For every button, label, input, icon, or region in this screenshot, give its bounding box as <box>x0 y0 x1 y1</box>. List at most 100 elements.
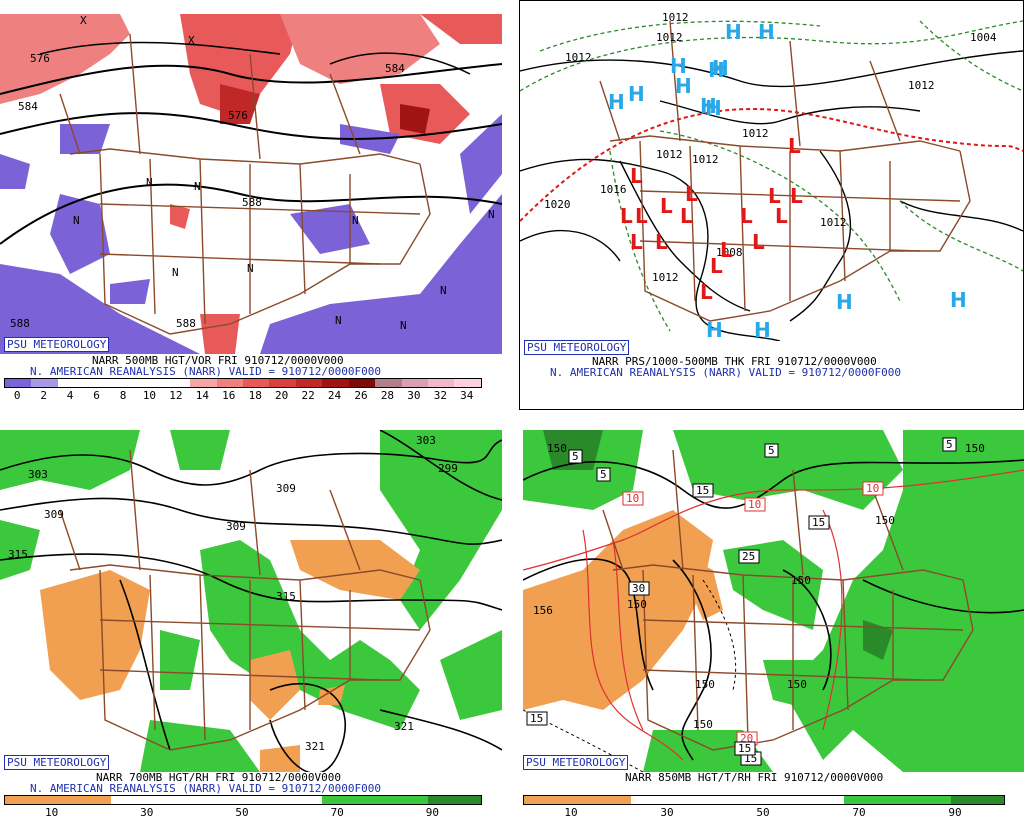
isobar-label: 1012 <box>820 216 847 229</box>
psu-credit: PSU METEOROLOGY <box>4 337 110 352</box>
colorbar-swatch <box>31 379 58 387</box>
colorbar-tick-label: 10 <box>44 806 59 819</box>
colorbar-swatch <box>348 379 376 387</box>
colorbar-swatch <box>269 379 296 387</box>
colorbar-tick-label: 8 <box>119 389 127 402</box>
panel-700mb: 303 309 315 303 309 309 299 315 321 321 … <box>0 418 512 819</box>
contour-label: 299 <box>438 462 458 475</box>
high-pressure-marker: H <box>712 56 729 80</box>
colorbar-tick-label: 70 <box>852 806 866 819</box>
colorbar-swatch <box>454 379 481 387</box>
colorbar-swatch <box>216 796 270 804</box>
contour-label: 315 <box>276 590 296 603</box>
map-700mb-rh: 303 309 315 303 309 309 299 315 321 321 <box>0 430 502 772</box>
colorbar-swatch <box>737 796 791 804</box>
rh-colorbar <box>523 795 1005 805</box>
high-pressure-marker: H <box>700 94 717 118</box>
temp-label: 25 <box>742 550 755 563</box>
temp-label-box <box>628 581 650 596</box>
colorbar-swatch <box>401 379 428 387</box>
colorbar-tick-label: 18 <box>248 389 262 402</box>
isobar-label: 1012 <box>656 148 683 161</box>
colorbar-swatch <box>322 796 376 804</box>
contour-label: 588 <box>10 317 30 330</box>
temp-label: 15 <box>812 516 825 529</box>
contour-label: 150 <box>787 678 807 691</box>
temp-label-box <box>738 549 760 564</box>
colorbar-tick-label: 28 <box>380 389 395 402</box>
isobar-label: 1012 <box>692 153 719 166</box>
colorbar-tick-label: 14 <box>195 389 209 402</box>
temp-label: 5 <box>600 468 607 481</box>
vort-mark: N <box>352 214 359 227</box>
panel-subtitle: N. AMERICAN REANALYSIS (NARR) VALID = 91… <box>550 366 901 379</box>
temp-label: 5 <box>946 438 953 451</box>
temp-label-box <box>596 467 611 482</box>
colorbar-swatch <box>524 796 578 804</box>
contour-label: 303 <box>416 434 436 447</box>
temp-label-box <box>862 481 884 496</box>
low-pressure-marker: L <box>680 204 693 228</box>
low-pressure-marker: L <box>635 204 648 228</box>
temp-label-box <box>764 443 779 458</box>
colorbar-tick-label: 30 <box>140 806 154 819</box>
temp-label: 30 <box>632 582 645 595</box>
panel-850mb: 150 156 150 150 150 150 150 150 150 5 5 5 5… <box>519 418 1024 819</box>
colorbar-swatch <box>110 796 164 804</box>
psu-credit: PSU METEOROLOGY <box>523 755 629 770</box>
panel-title: NARR 700MB HGT/RH FRI 910712/0000V000 <box>96 771 342 784</box>
vort-mark: X <box>80 14 87 27</box>
colorbar-swatch <box>163 379 191 387</box>
colorbar-swatch <box>110 379 138 387</box>
colorbar-tick-label: 32 <box>433 389 447 402</box>
colorbar-tick-label: 50 <box>235 806 249 819</box>
contour-label: 150 <box>627 598 647 611</box>
isobar-label: 1012 <box>652 271 679 284</box>
colorbar-swatch <box>269 796 323 804</box>
colorbar-tick-label: 50 <box>756 806 770 819</box>
colorbar-swatch <box>5 379 32 387</box>
colorbar-swatch <box>84 379 111 387</box>
low-pressure-marker: L <box>655 230 668 254</box>
colorbar-swatch <box>242 379 270 387</box>
colorbar-swatch <box>950 796 1004 804</box>
contour-label: 576 <box>30 52 50 65</box>
low-pressure-marker: L <box>788 134 801 158</box>
contour-label: 584 <box>385 62 405 75</box>
colorbar-tick-label: 26 <box>354 389 368 402</box>
colorbar-tick-label: 30 <box>660 806 674 819</box>
temp-label-box <box>622 491 644 506</box>
temp-label-box <box>526 711 548 726</box>
vort-mark: N <box>172 266 179 279</box>
map-850mb-svg: 150 156 150 150 150 150 150 150 150 5 5 5 5… <box>523 430 1024 772</box>
isobar-label: 1020 <box>544 198 571 211</box>
temp-label: 10 <box>748 498 761 511</box>
map-surface-pressure: 1012 1012 1012 1012 1012 1012 1012 1012 … <box>520 1 1023 341</box>
colorbar-swatch <box>375 796 429 804</box>
temp-label: 15 <box>738 742 751 755</box>
high-pressure-marker: H <box>628 82 645 106</box>
map-pressure-svg: 1012 1012 1012 1012 1012 1012 1012 1012 … <box>520 11 1023 341</box>
low-pressure-marker: L <box>660 194 673 218</box>
temp-label: 15 <box>530 712 543 725</box>
colorbar-tick-label: 34 <box>460 389 474 402</box>
high-pressure-marker: H <box>705 96 722 120</box>
temp-label-box <box>734 741 756 756</box>
high-pressure-marker: H <box>675 74 692 98</box>
colorbar-tick-label: 10 <box>564 806 578 819</box>
high-pressure-marker: H <box>836 290 853 314</box>
colorbar-ticks: 10 30 50 70 90 <box>523 807 1003 819</box>
colorbar-swatch <box>897 796 951 804</box>
colorbar-tick-label: 22 <box>301 389 315 402</box>
vort-mark: N <box>335 314 342 327</box>
contour-label: 584 <box>18 100 38 113</box>
temp-label: 10 <box>626 492 639 505</box>
colorbar-swatch <box>428 796 482 804</box>
low-pressure-marker: L <box>630 164 643 188</box>
temp-label: 10 <box>866 482 879 495</box>
colorbar-ticks: 0 2 4 6 8 10 12 14 16 18 20 22 24 26 28 30 32 34 <box>4 390 480 402</box>
temp-label: 5 <box>768 444 775 457</box>
colorbar-tick-label: 2 <box>40 389 47 402</box>
contour-label: 321 <box>305 740 325 753</box>
map-700mb-svg: 303 309 315 303 309 309 299 315 321 321 <box>0 430 502 772</box>
